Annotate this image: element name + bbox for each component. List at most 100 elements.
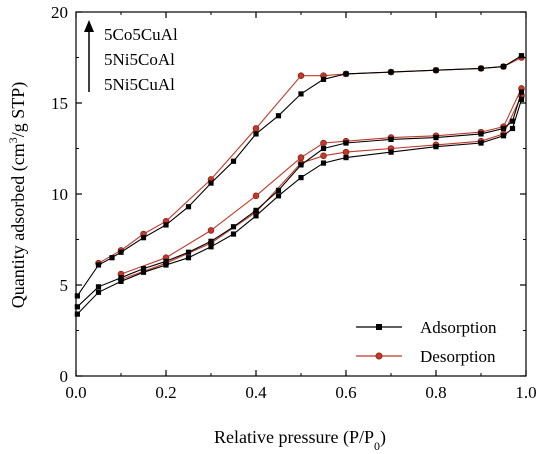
y-tick-label: 20 (51, 3, 68, 22)
data-point (478, 131, 484, 137)
x-tick-label: 0.0 (65, 383, 86, 402)
data-point (433, 144, 439, 150)
data-point (518, 53, 525, 59)
data-point (208, 238, 214, 244)
data-point (118, 278, 124, 284)
up-arrow-icon (84, 20, 94, 32)
data-point (433, 134, 439, 141)
series-5co5cual-adsorption (74, 53, 525, 299)
y-axis-label: Quantity adsorbed (cm3/g STP) (6, 82, 29, 308)
data-point (140, 235, 147, 241)
sample-labels: 5Co5CuAl 5Ni5CoAl 5Ni5CuAl (84, 20, 178, 94)
sample-label-2: 5Ni5CoAl (104, 50, 175, 69)
data-point (109, 255, 115, 261)
data-point (320, 145, 327, 152)
series-5ni5cual-adsorption (74, 96, 525, 317)
data-point (185, 255, 192, 261)
data-point (74, 311, 80, 317)
data-point (185, 249, 192, 255)
legend-item-desorption: Desorption (356, 347, 496, 366)
y-tick-label: 0 (60, 367, 69, 386)
data-point (275, 187, 282, 193)
data-point (208, 244, 214, 250)
legend-label-desorption: Desorption (420, 347, 496, 366)
plot-area (74, 53, 525, 317)
sample-label-3: 5Ni5CuAl (104, 75, 175, 94)
data-point (433, 67, 439, 73)
legend-marker-adsorption (376, 324, 382, 330)
x-tick-label: 0.6 (335, 383, 356, 402)
data-point (320, 139, 327, 147)
data-point (252, 192, 260, 200)
data-point (342, 148, 350, 156)
data-point (118, 275, 124, 281)
y-tick-label: 15 (51, 94, 68, 113)
legend-item-adsorption: Adsorption (356, 318, 497, 337)
data-point (343, 155, 349, 161)
series-5ni5coal-adsorption (74, 89, 525, 310)
data-point (297, 72, 305, 79)
data-point (163, 222, 169, 228)
x-axis-label: Relative pressure (P/P0) (214, 427, 386, 453)
data-point (320, 152, 327, 160)
data-point (275, 193, 282, 199)
series-line-5ni5cual-desorption (120, 95, 522, 281)
data-point (275, 113, 282, 119)
data-point (185, 204, 192, 210)
data-point (95, 262, 102, 268)
data-point (478, 140, 484, 146)
data-point (500, 64, 507, 70)
data-point (253, 207, 259, 213)
x-tick-label: 1.0 (515, 383, 536, 402)
data-point (230, 158, 237, 164)
legend-marker-desorption (375, 352, 383, 360)
data-point (388, 149, 394, 155)
data-point (518, 89, 525, 95)
data-point (74, 304, 80, 310)
data-point (388, 69, 394, 75)
series-line-5ni5cual-adsorption (76, 99, 523, 315)
data-point (230, 231, 237, 237)
data-point (95, 284, 102, 290)
x-tick-label: 0.8 (425, 383, 446, 402)
x-tick-label: 0.4 (245, 383, 267, 402)
data-point (388, 136, 394, 142)
data-point (95, 289, 102, 295)
data-point (298, 91, 304, 97)
data-point (500, 133, 507, 139)
data-point (140, 266, 147, 272)
series-5ni5cual-desorption (117, 92, 525, 283)
data-point (230, 224, 237, 230)
data-point (500, 125, 507, 132)
data-point (253, 213, 259, 219)
axis-ticks: 0.0 0.2 0.4 0.6 0.8 1.0 0 5 10 15 20 (51, 3, 537, 402)
y-tick-label: 10 (51, 185, 68, 204)
data-point (509, 118, 516, 124)
sample-label-1: 5Co5CuAl (104, 25, 178, 44)
series-5ni5coal-desorption (117, 85, 525, 278)
data-point (208, 180, 214, 186)
data-point (518, 96, 525, 102)
data-point (140, 269, 147, 275)
x-tick-label: 0.2 (155, 383, 176, 402)
data-point (252, 125, 260, 132)
data-point (298, 162, 304, 168)
data-point (320, 76, 327, 82)
data-point (74, 293, 80, 299)
legend-label-adsorption: Adsorption (420, 318, 497, 337)
data-point (297, 154, 305, 161)
data-point (207, 227, 215, 234)
data-point (343, 71, 349, 77)
data-point (478, 65, 484, 72)
data-point (320, 160, 327, 166)
data-point (118, 249, 124, 255)
data-point (163, 258, 169, 264)
y-tick-label: 5 (60, 276, 69, 295)
legend: Adsorption Desorption (356, 318, 497, 366)
data-point (343, 140, 349, 146)
data-point (509, 125, 516, 132)
data-point (253, 131, 259, 137)
data-point (298, 175, 304, 181)
series-line-5ni5coal-desorption (120, 88, 522, 275)
